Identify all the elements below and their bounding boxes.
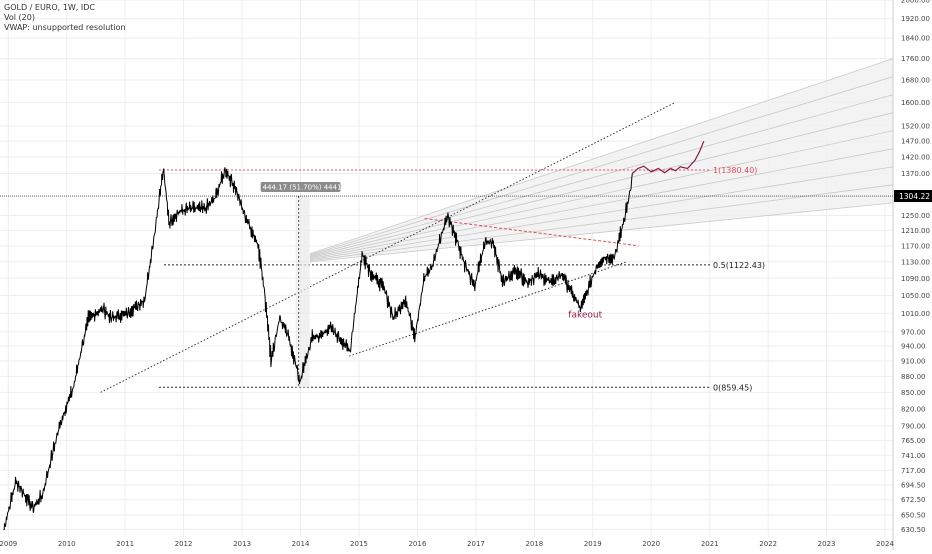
- y-tick-label-29: 1840.00: [901, 35, 930, 43]
- y-tick-label-11: 910.00: [901, 358, 926, 366]
- time-axis: 2009 2010 2011 2012 2013 2014 2015 2016 2017 2018…: [0, 540, 894, 548]
- y-tick-label-5: 741.00: [901, 452, 926, 460]
- channel-line-2: [309, 166, 894, 261]
- y-tick-label-25: 1520.00: [901, 122, 930, 130]
- y-tick-label-30: 1920.00: [901, 15, 930, 23]
- y-tick-label-22: 1370.00: [901, 170, 930, 178]
- channel-line-4: [309, 130, 894, 259]
- x-tick-label-6: 2015: [350, 540, 368, 548]
- y-tick-label-31: 2000.00: [901, 0, 930, 5]
- x-tick-label-15: 2024: [876, 540, 894, 548]
- trendlines: [100, 101, 676, 393]
- chart-labels: 1(1380.40) 0.5(1122.43) 0(859.45) fakeou…: [568, 166, 765, 392]
- legend-volume: Vol (20): [4, 13, 35, 22]
- trendline-0: [100, 101, 676, 393]
- x-tick-label-5: 2014: [292, 540, 310, 548]
- y-tick-label-23: 1420.00: [901, 154, 930, 162]
- channel-line-5: [309, 112, 894, 258]
- fib-1-label: 1(1380.40): [713, 166, 757, 175]
- y-tick-label-19: 1210.00: [901, 227, 930, 235]
- channel-line-1: [309, 184, 894, 262]
- y-tick-label-12: 940.00: [901, 343, 926, 351]
- price-line: [3, 167, 633, 531]
- y-tick-label-9: 850.00: [901, 389, 926, 397]
- current-price: 1304.22: [0, 190, 932, 203]
- x-tick-label-12: 2021: [701, 540, 719, 548]
- y-tick-label-26: 1600.00: [901, 99, 930, 107]
- fib-retracement: [159, 169, 710, 388]
- x-tick-label-9: 2018: [525, 540, 543, 548]
- fakeout-label: fakeout: [568, 310, 602, 320]
- y-tick-label-3: 694.50: [901, 481, 926, 489]
- x-tick-label-0: 2009: [0, 540, 17, 548]
- legend-symbol: GOLD / EURO, 1W, IDC: [4, 3, 95, 12]
- price-series: [3, 140, 705, 531]
- price-range-measure: 444.17 (51.70%) 44417: [260, 182, 346, 388]
- channel-fill: [309, 58, 893, 262]
- current-price-badge: 1304.22: [899, 192, 930, 201]
- fib-0-5-label: 0.5(1122.43): [713, 261, 765, 270]
- x-tick-label-7: 2016: [408, 540, 426, 548]
- channel-line-7: [309, 76, 894, 256]
- x-tick-label-3: 2012: [175, 540, 193, 548]
- x-tick-label-4: 2013: [233, 540, 251, 548]
- y-tick-label-17: 1130.00: [901, 258, 930, 266]
- y-tick-label-15: 1050.00: [901, 292, 930, 300]
- channel-line-0: [309, 202, 894, 263]
- channel-line-6: [309, 94, 894, 257]
- y-tick-label-28: 1760.00: [901, 55, 930, 63]
- y-tick-label-2: 672.50: [901, 496, 926, 504]
- y-tick-label-0: 630.50: [901, 526, 926, 534]
- pitchfork-channel: [309, 58, 894, 263]
- x-tick-label-1: 2010: [58, 540, 76, 548]
- x-tick-label-11: 2020: [642, 540, 660, 548]
- forecast-line: [631, 140, 705, 174]
- x-tick-label-8: 2017: [467, 540, 485, 548]
- y-tick-label-6: 765.00: [901, 437, 926, 445]
- x-tick-label-2: 2011: [116, 540, 134, 548]
- measure-label: 444.17 (51.70%) 44417: [263, 184, 346, 192]
- trendline-2: [424, 217, 639, 247]
- y-tick-label-16: 1090.00: [901, 275, 930, 283]
- y-tick-label-10: 880.00: [901, 373, 926, 381]
- x-tick-label-10: 2019: [584, 540, 602, 548]
- y-tick-label-1: 650.50: [901, 511, 926, 519]
- x-tick-label-13: 2022: [759, 540, 777, 548]
- y-tick-label-20: 1250.00: [901, 212, 930, 220]
- legend-vwap: VWAP: unsupported resolution: [4, 23, 126, 32]
- y-tick-label-27: 1680.00: [901, 76, 930, 84]
- y-tick-label-7: 790.00: [901, 422, 926, 430]
- x-tick-label-14: 2023: [818, 540, 836, 548]
- y-tick-label-14: 1010.00: [901, 310, 930, 318]
- y-tick-label-8: 820.00: [901, 405, 926, 413]
- y-tick-label-18: 1170.00: [901, 242, 930, 250]
- y-tick-label-24: 1470.00: [901, 138, 930, 146]
- fib-0-label: 0(859.45): [713, 383, 752, 392]
- channel-line-3: [309, 148, 894, 260]
- y-tick-label-4: 717.00: [901, 467, 926, 475]
- y-tick-label-13: 970.00: [901, 328, 926, 336]
- price-axis: 630.50 650.50 672.50 694.50 717.00 741.00 765.…: [892, 0, 930, 550]
- channel-line-8: [309, 58, 894, 255]
